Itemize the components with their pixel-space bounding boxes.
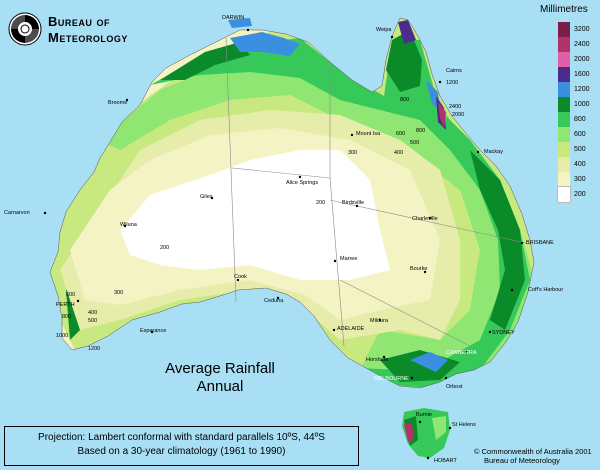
legend-label: 300 [574, 176, 586, 183]
place-st-helens: St Helens [452, 422, 476, 428]
legend-swatch: 500 [558, 142, 586, 157]
legend-label: 2000 [574, 56, 590, 63]
place-brisbane: BRISBANE [526, 240, 554, 246]
isohyet-label: 600 [66, 292, 76, 298]
climatology-text: Based on a 30-year climatology (1961 to … [77, 446, 286, 457]
place-bourke: Bourke [410, 266, 428, 272]
legend-label: 400 [574, 161, 586, 168]
place-cook: Cook [234, 274, 247, 280]
legend-swatch: 1600 [558, 67, 590, 82]
legend-label: 1200 [574, 86, 590, 93]
copyright: © Commonwealth of Australia 2001 Bureau … [474, 447, 600, 465]
legend-label: 1000 [574, 101, 590, 108]
isohyet-label: 800 [400, 97, 410, 103]
state-borders [225, 37, 531, 347]
legend-label: 2400 [574, 41, 590, 48]
city-markers [43, 28, 524, 460]
copyright-line2: Bureau of Meteorology [484, 456, 560, 465]
legend-swatch: 1000 [558, 97, 590, 112]
isohyet-label: 2400 [449, 104, 462, 110]
place-ceduna: Ceduna [264, 298, 284, 304]
map-title: Average Rainfall Annual [120, 360, 320, 396]
isohyet-label: 800 [416, 128, 426, 134]
place-melbourne: MELBOURNE [374, 376, 409, 382]
legend-label: 200 [574, 191, 586, 198]
legend-swatch: 400 [558, 157, 586, 172]
isohyet-label: 500 [410, 140, 420, 146]
place-mildura: Mildura [370, 318, 389, 324]
place-orbost: Orbost [446, 384, 463, 390]
legend-label: 600 [574, 131, 586, 138]
place-adelaide: ADELAIDE [337, 326, 365, 332]
legend-swatch: 2400 [558, 37, 590, 52]
isohyet-label: 400 [88, 310, 98, 316]
isohyet-label: 1000 [56, 333, 69, 339]
bom-logo: Bureau of Meteorology [6, 8, 176, 52]
place-esperance: Esperance [140, 328, 167, 334]
place-weipa: Weipa [376, 27, 392, 33]
agency-name-line1: Bureau of [48, 14, 110, 29]
legend-swatch: 600 [558, 127, 586, 142]
place-birdsville: Birdsville [342, 200, 365, 206]
isohyet-label: 300 [114, 290, 124, 296]
isohyet-label: 800 [62, 314, 72, 320]
legend-label: 1600 [574, 71, 590, 78]
isohyet-label: 600 [396, 131, 406, 137]
isohyet-label: 1200 [88, 346, 101, 352]
isohyet-label: 500 [88, 318, 98, 324]
legend-swatch: 200 [557, 186, 586, 203]
place-marree: Marree [340, 256, 358, 262]
rainfall-legend: 3200 2400 2000 1600 1200 1000 800 600 500 400 300 2… [557, 22, 590, 203]
place-giles: Giles [200, 194, 213, 200]
place-wiluna: Wiluna [120, 222, 137, 228]
legend-title: Millimetres [540, 4, 588, 15]
coastline [49, 17, 535, 389]
place-carnarvon: Carnarvon [4, 210, 30, 216]
legend-swatch: 2000 [558, 52, 590, 67]
bom-logo-icon [8, 12, 42, 46]
isohyet-label: 200 [160, 245, 170, 251]
legend-swatch: 300 [558, 172, 586, 187]
map-title-line2: Annual [196, 378, 244, 395]
legend-swatch: 800 [558, 112, 586, 127]
map-title-line1: Average Rainfall [165, 360, 275, 377]
place-alice-springs: Alice Springs [286, 180, 319, 186]
isohyet-label: 2000 [452, 112, 465, 118]
place-mackay: Mackay [484, 149, 503, 155]
place-charleville: Charleville [412, 216, 438, 222]
place-cairns: Cairns [446, 68, 462, 74]
place-horsham: Horsham [366, 357, 389, 363]
legend-label: 800 [574, 116, 586, 123]
place-perth: PERTH [56, 302, 75, 308]
place-broome: Broome [108, 100, 128, 106]
isohyet-label: 300 [348, 150, 358, 156]
place-hobart: HOBART [434, 458, 457, 464]
legend-swatch: 1200 [558, 82, 590, 97]
projection-text: Projection: Lambert conformal with stand… [38, 432, 325, 443]
legend-label: 3200 [574, 26, 590, 33]
place-canberra: CANBERRA [446, 350, 477, 356]
place-sydney: SYDNEY [492, 330, 515, 336]
place-burnie: Burnie [416, 412, 432, 418]
legend-swatch: 3200 [558, 22, 590, 37]
isohyet-label: 400 [394, 150, 404, 156]
place-darwin: DARWIN [222, 15, 245, 21]
copyright-line1: © Commonwealth of Australia 2001 [474, 447, 592, 456]
place-coffs-harbour: Coff's Harbour [528, 287, 564, 293]
isohyet-label: 1200 [446, 80, 459, 86]
isohyet-label: 200 [316, 200, 326, 206]
place-mount-isa: Mount Isa [356, 131, 381, 137]
agency-name-line2: Meteorology [48, 30, 128, 45]
projection-info-box: Projection: Lambert conformal with stand… [4, 426, 359, 466]
legend-label: 500 [574, 146, 586, 153]
